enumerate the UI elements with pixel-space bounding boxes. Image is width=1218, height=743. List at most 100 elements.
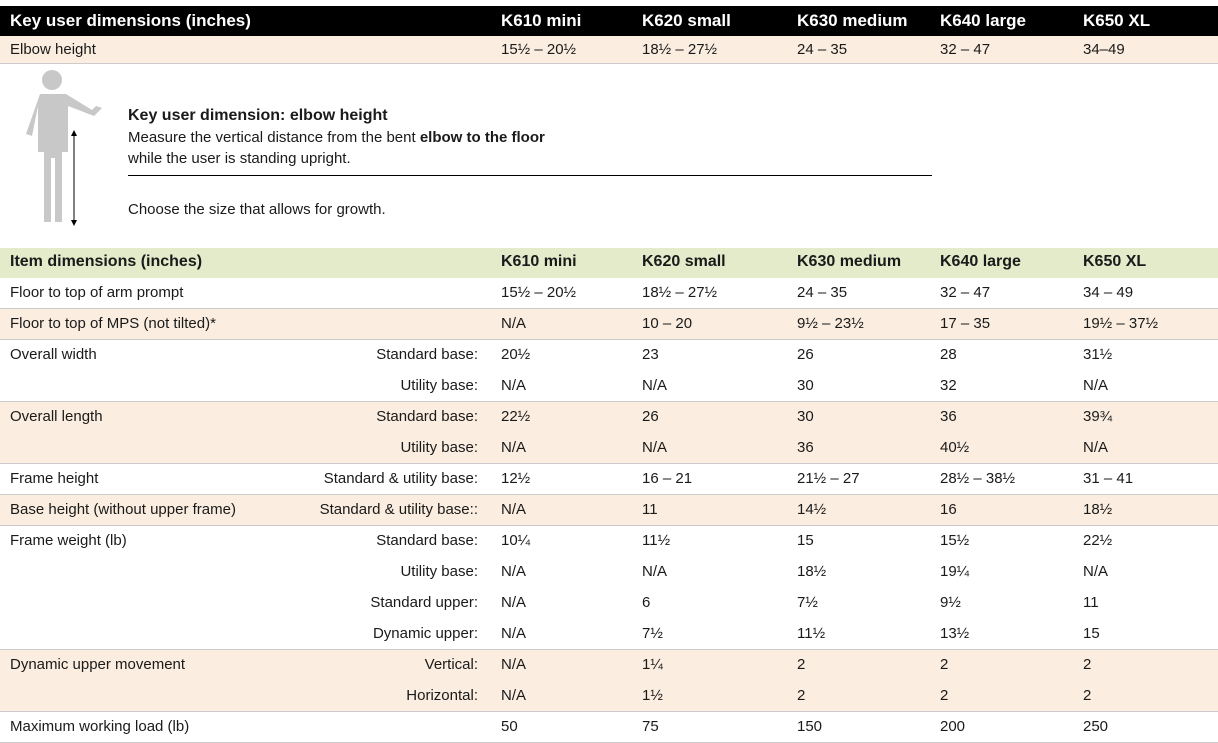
cell: 16 [940,501,957,518]
cell: 11 [1083,594,1099,611]
row-label: Overall width [10,346,97,363]
cell: 28½ – 38½ [940,470,1016,487]
cell: 24 – 35 [797,41,848,58]
cell: 200 [940,718,966,735]
base-label: Standard & utility base:: [319,501,478,518]
key-title: Key user dimensions (inches) [10,11,251,30]
base-label: Standard base: [376,408,478,425]
cell: N/A [501,315,527,332]
cell: 15½ – 20½ [501,284,577,301]
row-label: Frame height [10,470,99,487]
info-line: while the user is standing upright. [128,150,351,167]
base-label: Dynamic upper: [372,625,478,642]
cell: N/A [642,377,668,394]
row-label: Base height (without upper frame) [10,501,236,518]
row-group [0,495,1218,526]
figure-icon [26,70,102,226]
row-label: Overall length [10,408,103,425]
cell: 2 [1083,687,1092,704]
cell: N/A [1083,377,1109,394]
cell: 2 [797,687,806,704]
cell: 22½ [501,408,531,425]
cell: 39¾ [1083,408,1113,425]
cell: N/A [501,563,527,580]
cell: 7½ [797,594,818,611]
cell: 10¼ [501,532,531,549]
cell: 2 [940,656,949,673]
key-header [0,6,1218,36]
cell: 34–49 [1083,41,1125,58]
cell: 40½ [940,439,970,456]
cell: 24 – 35 [797,284,848,301]
cell: 2 [797,656,806,673]
column-header: K650 XL [1083,253,1147,270]
row-label: Floor to top of MPS (not tilted)* [10,315,216,332]
cell: N/A [501,594,527,611]
cell: 11½ [797,625,826,642]
info-bold: elbow to the floor [419,129,545,146]
cell: 32 – 47 [940,41,991,58]
column-header: K640 large [940,253,1021,270]
cell: 36 [797,439,814,456]
column-header: K650 XL [1083,11,1151,30]
cell: 2 [940,687,949,704]
cell: 15 [1083,625,1100,642]
row-label: Maximum working load (lb) [10,718,190,735]
cell: N/A [501,439,527,456]
page: Key user dimensions (inches) Elbow heigh… [0,6,1218,743]
column-header: K640 large [940,11,1026,30]
cell: 31½ [1083,346,1113,363]
cell: 11½ [642,532,671,549]
row-group [0,526,1218,650]
cell: 36 [940,408,957,425]
cell: 30 [797,408,814,425]
column-header: K630 medium [797,253,902,270]
base-label: Standard & utility base: [323,470,478,487]
cell: N/A [642,439,668,456]
cell: 9½ – 23½ [797,315,864,332]
cell: 18½ [797,563,827,580]
cell: 20½ [501,346,531,363]
cell: 11 [642,501,658,518]
cell: 28 [940,346,957,363]
cell: 18½ [1083,501,1113,518]
info-text: Measure the vertical distance from the b… [128,129,416,146]
cell: 30 [797,377,814,394]
base-label: Standard base: [376,532,478,549]
cell: 31 – 41 [1083,470,1134,487]
cell: 150 [797,718,823,735]
cell: 16 – 21 [642,470,693,487]
cell: 9½ [940,594,961,611]
cell: 18½ – 27½ [642,284,718,301]
cell: 18½ – 27½ [642,41,718,58]
elbow-row [0,36,1218,64]
cell: 21½ – 27 [797,470,860,487]
row-group [0,464,1218,495]
base-label: Standard upper: [370,594,478,611]
row-label: Frame weight (lb) [10,532,127,549]
column-header: K620 small [642,253,726,270]
cell: 19¼ [940,563,970,580]
cell: N/A [501,656,527,673]
column-header: K610 mini [501,11,582,30]
cell: N/A [501,501,527,518]
row-label: Elbow height [10,41,96,58]
base-label: Utility base: [400,439,478,456]
cell: 32 – 47 [940,284,991,301]
cell: 13½ [940,625,970,642]
cell: 15 [797,532,814,549]
item-header [0,248,1218,278]
cell: 250 [1083,718,1109,735]
cell: 26 [797,346,814,363]
cell: 19½ – 37½ [1083,315,1159,332]
item-title: Item dimensions (inches) [10,253,203,270]
info-note: Choose the size that allows for growth. [128,201,386,218]
base-label: Vertical: [424,656,478,673]
cell: 2 [1083,656,1092,673]
column-header: K610 mini [501,253,577,270]
row-group [0,402,1218,464]
cell: 1¼ [642,656,663,673]
cell: N/A [501,687,527,704]
info-title: Key user dimension: elbow height [128,107,388,124]
cell: N/A [501,377,527,394]
